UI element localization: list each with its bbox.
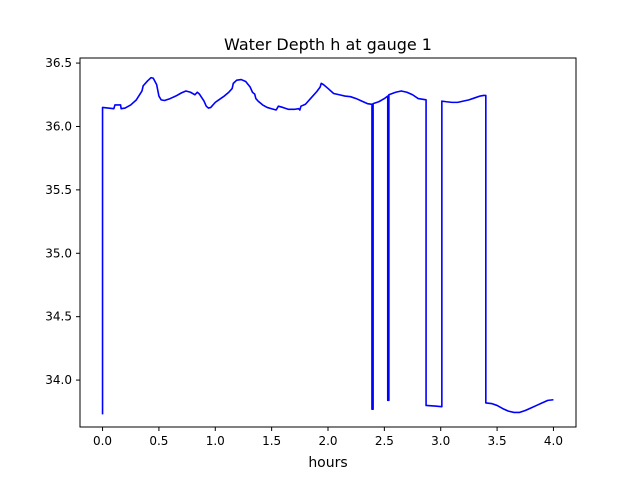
y-tick-label: 36.0 xyxy=(45,119,72,133)
x-axis-label: hours xyxy=(308,455,347,471)
x-tick-label: 2.0 xyxy=(318,434,337,448)
x-tick-label: 1.5 xyxy=(262,434,281,448)
chart-title: Water Depth h at gauge 1 xyxy=(224,35,432,54)
x-tick-label: 2.5 xyxy=(375,434,394,448)
water-depth-line xyxy=(101,76,554,415)
plot-frame xyxy=(79,57,577,428)
x-tick-label: 1.0 xyxy=(206,434,225,448)
x-tick-label: 0.5 xyxy=(149,434,168,448)
y-tick-label: 34.5 xyxy=(45,310,72,324)
x-tick-label: 3.5 xyxy=(488,434,507,448)
y-tick-label: 34.0 xyxy=(45,373,72,387)
y-tick-label: 35.0 xyxy=(45,246,72,260)
x-tick-label: 0.0 xyxy=(93,434,112,448)
x-tick-label: 3.0 xyxy=(431,434,450,448)
y-tick-label: 36.5 xyxy=(45,56,72,70)
y-tick-label: 35.5 xyxy=(45,183,72,197)
x-tick-label: 4.0 xyxy=(544,434,563,448)
plot-area xyxy=(79,57,577,428)
